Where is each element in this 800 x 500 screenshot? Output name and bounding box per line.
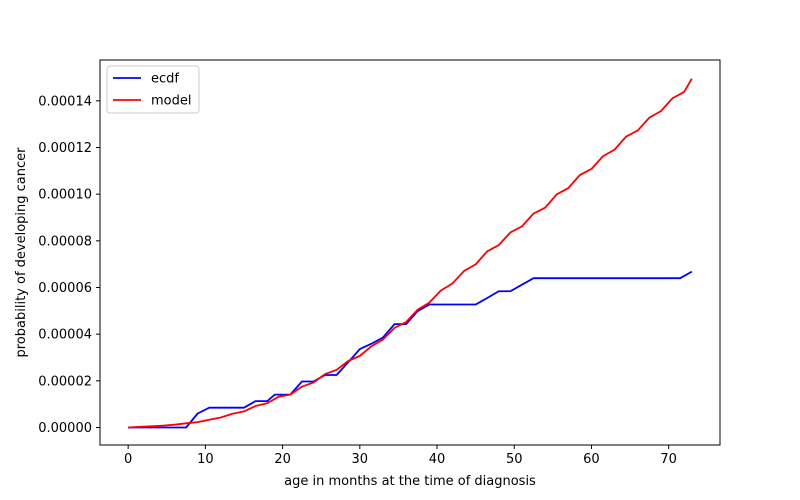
y-tick-label: 0.00000 (38, 421, 92, 436)
x-tick-label: 30 (352, 452, 369, 467)
plot-background (100, 60, 720, 445)
legend: ecdf model (106, 65, 200, 114)
x-axis-label: age in months at the time of diagnosis (284, 474, 536, 489)
y-axis: 0.00000 0.00002 0.00004 0.00006 0.00008 0.000… (38, 94, 100, 436)
y-tick-label: 0.00006 (38, 281, 92, 296)
series-layer (128, 78, 693, 429)
legend-label-ecdf: ecdf (151, 72, 179, 87)
plot-frame (99, 59, 721, 446)
series-line-model (128, 78, 693, 429)
plot-area (99, 59, 721, 446)
legend-label-model: model (151, 94, 191, 109)
x-tick-label: 70 (660, 452, 677, 467)
y-tick-label: 0.00002 (38, 374, 92, 389)
x-tick-label: 20 (274, 452, 291, 467)
y-tick-label: 0.00012 (38, 141, 92, 156)
y-tick-label: 0.00014 (38, 94, 92, 109)
series-line-ecdf (128, 270, 693, 429)
y-tick-label: 0.00004 (38, 328, 92, 343)
x-tick-label: 50 (506, 452, 523, 467)
y-tick-label: 0.00008 (38, 234, 92, 249)
x-tick-label: 0 (124, 452, 132, 467)
y-tick-label: 0.00010 (38, 188, 92, 203)
x-tick-label: 40 (429, 452, 446, 467)
x-axis: 0 10 20 30 40 50 60 70 (124, 445, 677, 467)
x-tick-label: 10 (197, 452, 214, 467)
y-axis-label: probability of developing cancer (14, 147, 29, 358)
x-tick-label: 60 (583, 452, 600, 467)
